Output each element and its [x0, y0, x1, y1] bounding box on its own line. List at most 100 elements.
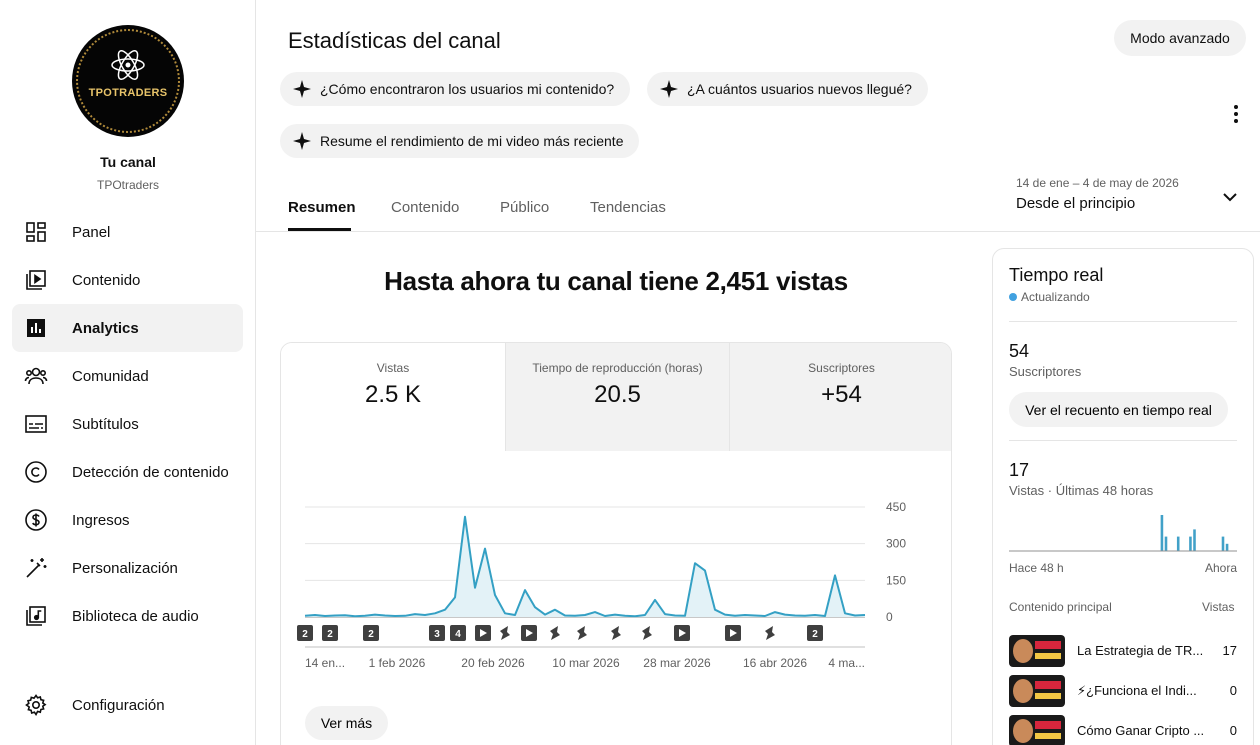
shorts-icon — [550, 626, 560, 640]
realtime-bar — [1189, 536, 1192, 551]
sidebar-item-label: Ingresos — [72, 511, 130, 529]
sidebar-item-community[interactable]: Comunidad — [12, 352, 243, 400]
realtime-subs-value: 54 — [1009, 341, 1030, 361]
y-tick-label: 0 — [886, 610, 893, 624]
series-line — [304, 515, 866, 618]
shorts-icon — [577, 626, 587, 640]
y-tick-label: 450 — [886, 500, 906, 514]
chevron-down-icon[interactable] — [1219, 186, 1241, 208]
top-content-row[interactable]: ⚡¿Funciona el Indi... 0 — [1009, 675, 1237, 707]
sidebar-item-revenue[interactable]: Ingresos — [12, 496, 243, 544]
sidebar-item-label: Comunidad — [72, 367, 149, 385]
active-tab-indicator — [288, 228, 351, 231]
sparkle-icon — [293, 132, 311, 150]
play-icon — [679, 629, 686, 637]
sidebar-item-analytics[interactable]: Analytics — [12, 304, 243, 352]
suggestion-chip-new-users[interactable]: ¿A cuántos usuarios nuevos llegué? — [647, 72, 928, 106]
play-icon — [730, 629, 737, 637]
sidebar-item-settings[interactable]: Configuración — [12, 681, 243, 729]
tab-trends[interactable]: Tendencias — [590, 199, 666, 216]
tab-content[interactable]: Contenido — [391, 199, 460, 216]
chip-label: Resume el rendimiento de mi video más re… — [320, 133, 624, 149]
realtime-bar — [1225, 543, 1229, 551]
gear-icon — [25, 694, 47, 717]
video-title: Cómo Ganar Cripto ... — [1077, 723, 1205, 738]
video-count-label: 2 — [812, 629, 818, 640]
chip-label: ¿Cómo encontraron los usuarios mi conten… — [320, 81, 615, 97]
metric-label: Tiempo de reproducción (horas) — [532, 361, 703, 375]
realtime-bar — [1160, 515, 1164, 551]
video-count-label: 4 — [455, 629, 461, 640]
sidebar-item-label: Contenido — [72, 271, 141, 289]
x-tick-label: 16 abr 2026 — [743, 656, 807, 670]
video-count-marker — [807, 625, 823, 641]
advanced-mode-button[interactable]: Modo avanzado — [1114, 20, 1246, 56]
audio-library-icon — [26, 606, 46, 626]
see-more-button[interactable]: Ver más — [305, 706, 388, 740]
sparkle-icon — [293, 80, 311, 98]
realtime-title: Tiempo real — [1009, 265, 1104, 285]
metric-subscribers[interactable]: Suscriptores +54 — [729, 343, 951, 451]
sidebar-item-audio-library[interactable]: Biblioteca de audio — [12, 592, 243, 640]
video-views: 0 — [1229, 723, 1237, 738]
realtime-subs-label: Suscriptores — [1009, 364, 1082, 379]
realtime-views-chart[interactable] — [1009, 505, 1237, 553]
suggestion-chip-discovery[interactable]: ¿Cómo encontraron los usuarios mi conten… — [280, 72, 631, 106]
x-tick-label: 4 ma... — [828, 656, 865, 670]
metric-views[interactable]: Vistas 2.5 K — [281, 343, 505, 451]
atom-logo-icon — [111, 50, 145, 80]
suggestion-chip-recent-video[interactable]: Resume el rendimiento de mi video más re… — [280, 124, 640, 158]
video-count-marker — [297, 625, 313, 641]
sparkle-icon — [660, 80, 678, 98]
x-tick-label: 20 feb 2026 — [461, 656, 525, 670]
realtime-status: Actualizando — [1009, 290, 1090, 304]
x-tick-label: 10 mar 2026 — [552, 656, 620, 670]
avatar-ring — [76, 29, 180, 133]
realtime-bar — [1193, 529, 1196, 551]
views-chart[interactable]: 450 300 150 0 2 2 2 3 4 2 14 en... 1 feb 2026 20 feb… — [290, 495, 920, 680]
dashboard-icon — [26, 222, 46, 242]
sidebar-item-content[interactable]: Contenido — [12, 256, 243, 304]
channel-avatar[interactable]: TPOTRADERS — [72, 25, 184, 137]
metric-watch-time[interactable]: Tiempo de reproducción (horas) 20.5 — [505, 343, 729, 451]
tab-audience[interactable]: Público — [500, 199, 550, 216]
play-icon — [526, 629, 533, 637]
community-icon — [24, 367, 48, 385]
metric-label: Vistas — [376, 361, 410, 375]
sidebar-item-subtitles[interactable]: Subtítulos — [12, 400, 243, 448]
top-content-row[interactable]: Cómo Ganar Cripto ... 0 — [1009, 715, 1237, 745]
tab-overview[interactable]: Resumen — [288, 199, 356, 216]
more-vert-icon[interactable] — [1224, 100, 1248, 128]
realtime-bar — [1164, 536, 1168, 551]
content-icon — [26, 270, 46, 290]
video-title: ⚡¿Funciona el Indi... — [1077, 683, 1197, 698]
page-title: Estadísticas del canal — [288, 28, 501, 53]
realtime-count-button[interactable]: Ver el recuento en tiempo real — [1009, 392, 1228, 427]
avatar-logo-text: TPOTRADERS — [88, 87, 168, 99]
live-dot-icon — [1009, 293, 1017, 301]
realtime-status-text: Actualizando — [1021, 290, 1090, 304]
subtitles-icon — [25, 415, 47, 433]
sidebar-item-panel[interactable]: Panel — [12, 208, 243, 256]
x-tick-label: 28 mar 2026 — [643, 656, 711, 670]
video-thumbnail — [1009, 715, 1065, 745]
x-tick-label: 14 en... — [305, 656, 345, 670]
date-filter-label[interactable]: Desde el principio — [1016, 195, 1136, 212]
dollar-icon — [25, 509, 47, 531]
video-thumbnail — [1009, 675, 1065, 707]
sidebar-item-customization[interactable]: Personalización — [12, 544, 243, 592]
top-content-row[interactable]: La Estrategia de TR... 17 — [1009, 635, 1237, 667]
top-content-views-header: Vistas — [1202, 600, 1235, 614]
sidebar-item-content-detection[interactable]: Detección de contenido — [12, 448, 243, 496]
realtime-views-label: Vistas · Últimas 48 horas — [1009, 483, 1154, 498]
metric-value: +54 — [821, 381, 862, 408]
shorts-icon — [611, 626, 621, 640]
y-tick-label: 300 — [886, 537, 906, 551]
realtime-bar — [1176, 536, 1180, 551]
channel-handle: TPOtraders — [96, 178, 159, 192]
video-views: 0 — [1229, 683, 1237, 698]
video-count-marker — [450, 625, 466, 641]
sidebar-item-label: Subtítulos — [72, 415, 139, 433]
sidebar-item-label: Panel — [72, 223, 111, 241]
video-count-marker — [363, 625, 379, 641]
